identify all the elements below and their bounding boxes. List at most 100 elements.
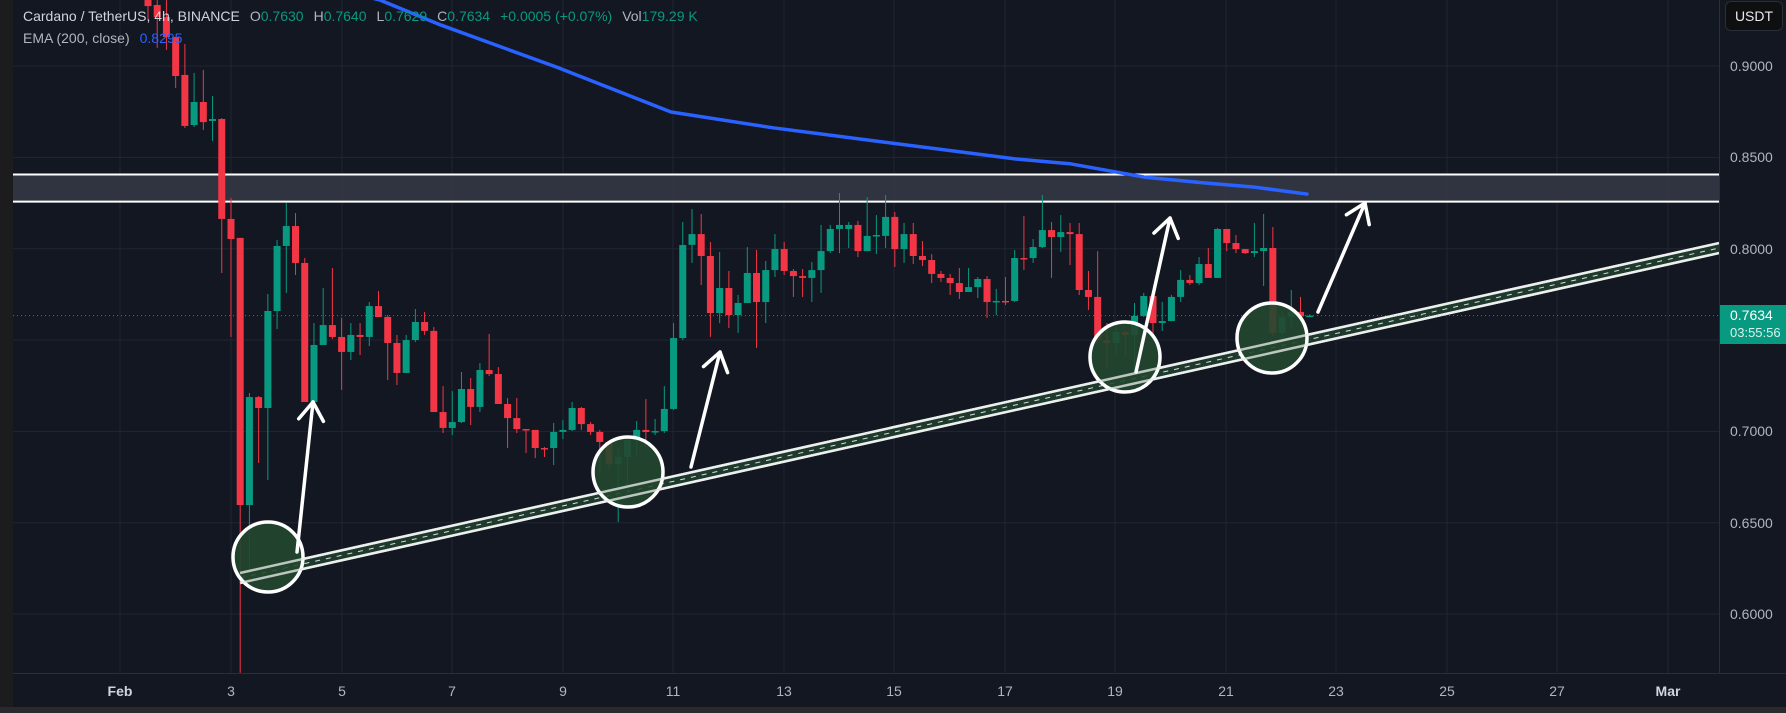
candle bbox=[402, 334, 410, 373]
low-value: 0.7629 bbox=[384, 8, 428, 24]
candle bbox=[430, 327, 438, 413]
candle bbox=[1048, 222, 1056, 278]
high-key: H bbox=[313, 8, 324, 24]
candle bbox=[218, 118, 226, 273]
candle bbox=[476, 363, 484, 413]
candle bbox=[282, 203, 290, 293]
chart-pane[interactable] bbox=[13, 0, 1786, 707]
candle bbox=[522, 429, 530, 453]
candle bbox=[356, 323, 364, 356]
candle bbox=[909, 222, 917, 265]
candle bbox=[679, 222, 687, 341]
candle bbox=[577, 406, 585, 430]
candle bbox=[780, 241, 788, 276]
candle bbox=[1306, 314, 1314, 318]
candle bbox=[771, 234, 779, 278]
change-value: +0.0005 (+0.07%) bbox=[500, 8, 613, 24]
candle bbox=[384, 315, 392, 381]
date-tick-label: 11 bbox=[665, 683, 681, 699]
candle bbox=[1214, 228, 1222, 278]
candle bbox=[1167, 294, 1175, 322]
price-tick-label: 0.9000 bbox=[1730, 58, 1773, 74]
candle bbox=[153, 0, 161, 48]
up-arrow-icon[interactable] bbox=[689, 350, 730, 469]
high-value: 0.7640 bbox=[323, 8, 367, 24]
candle bbox=[457, 372, 465, 423]
candle bbox=[651, 418, 659, 436]
candle bbox=[872, 215, 880, 254]
candle bbox=[974, 277, 982, 299]
candle bbox=[1057, 215, 1065, 252]
up-arrow-icon[interactable] bbox=[1134, 216, 1180, 374]
chart-legend: Cardano / TetherUS, 4h, BINANCE O 0.7630 … bbox=[23, 5, 708, 49]
resistance-zone[interactable] bbox=[13, 173, 1719, 203]
date-tick-label: 15 bbox=[886, 683, 902, 699]
date-tick-label: 23 bbox=[1328, 683, 1344, 699]
bottom-border bbox=[0, 707, 1786, 713]
candle bbox=[264, 294, 272, 480]
symbol-row: Cardano / TetherUS, 4h, BINANCE O 0.7630 … bbox=[23, 5, 708, 27]
support-touch-circles[interactable] bbox=[231, 241, 1720, 594]
candle bbox=[1011, 249, 1019, 303]
candle bbox=[411, 308, 419, 343]
candle bbox=[1020, 215, 1028, 271]
candle bbox=[1084, 270, 1092, 311]
candle bbox=[375, 291, 382, 318]
candle bbox=[255, 395, 263, 464]
candle bbox=[1140, 292, 1148, 318]
candle bbox=[365, 302, 373, 347]
candle bbox=[1029, 239, 1037, 263]
candle bbox=[587, 422, 595, 436]
candle bbox=[660, 386, 668, 434]
candle bbox=[1075, 222, 1083, 295]
touch-circle[interactable] bbox=[231, 520, 305, 594]
indicator-row: EMA (200, close) 0.8295 bbox=[23, 27, 708, 49]
candle bbox=[965, 268, 973, 292]
date-tick-label: 19 bbox=[1107, 683, 1123, 699]
date-tick-label: 5 bbox=[338, 683, 346, 699]
bounce-arrows[interactable] bbox=[295, 201, 1371, 554]
ema-indicator-label[interactable]: EMA (200, close) bbox=[23, 30, 130, 46]
candle bbox=[863, 196, 871, 252]
open-value: 0.7630 bbox=[260, 8, 304, 24]
candle bbox=[328, 268, 336, 339]
candle bbox=[789, 268, 797, 297]
candle bbox=[1158, 302, 1166, 331]
candle bbox=[716, 251, 724, 324]
date-tick-label: Mar bbox=[1655, 683, 1681, 699]
currency-unit-button[interactable]: USDT bbox=[1725, 1, 1783, 31]
candle bbox=[753, 249, 761, 349]
channel-overlay bbox=[239, 241, 1720, 585]
candle bbox=[688, 209, 696, 263]
symbol-title[interactable]: Cardano / TetherUS, 4h, BINANCE bbox=[23, 8, 240, 24]
date-tick-label: 7 bbox=[448, 683, 456, 699]
candle bbox=[799, 268, 807, 297]
candle bbox=[725, 270, 733, 328]
candle bbox=[301, 258, 309, 402]
candle bbox=[513, 397, 521, 434]
volume-value: 179.29 K bbox=[641, 8, 698, 24]
candle bbox=[1232, 234, 1240, 254]
date-tick-label: 13 bbox=[776, 683, 792, 699]
candle bbox=[1204, 247, 1212, 278]
candle bbox=[955, 268, 963, 299]
candle bbox=[550, 422, 558, 466]
candle bbox=[227, 197, 235, 337]
candle bbox=[292, 213, 300, 276]
date-tick-label: 27 bbox=[1549, 683, 1565, 699]
candle bbox=[937, 270, 945, 282]
ema-200-line[interactable] bbox=[340, 0, 1309, 196]
up-arrow-icon[interactable] bbox=[295, 400, 326, 554]
candle bbox=[1223, 228, 1231, 252]
candle bbox=[467, 378, 475, 426]
candle bbox=[190, 72, 198, 128]
candle bbox=[900, 222, 908, 263]
candle bbox=[697, 213, 705, 286]
candle bbox=[992, 288, 1000, 316]
up-arrow-icon[interactable] bbox=[1316, 201, 1371, 314]
candle bbox=[808, 262, 816, 303]
close-value: 0.7634 bbox=[447, 8, 491, 24]
date-tick-label: Feb bbox=[107, 683, 133, 699]
candle bbox=[845, 222, 853, 248]
